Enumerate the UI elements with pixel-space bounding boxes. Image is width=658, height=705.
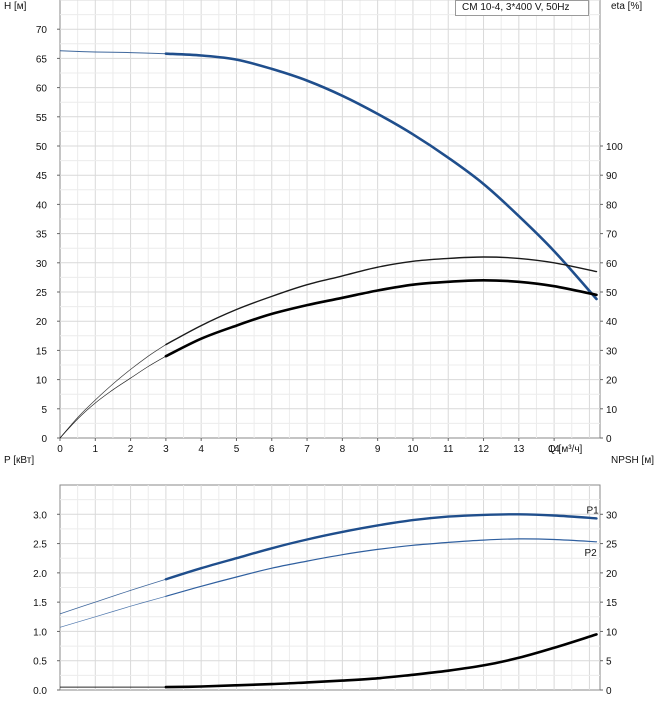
y2-tick-label: 80 <box>606 200 618 211</box>
p-tick-label: 2.0 <box>33 569 47 580</box>
npsh-axis-title: NPSH [м] <box>611 455 654 466</box>
y2-tick-label: 10 <box>606 405 618 416</box>
npsh-tick-label: 25 <box>606 540 618 551</box>
npsh-tick-label: 30 <box>606 510 618 521</box>
y2-tick-label: 50 <box>606 288 618 299</box>
x-tick-label: 7 <box>304 444 310 455</box>
curve-h <box>164 52 598 301</box>
x-tick-label: 5 <box>234 444 240 455</box>
y-tick-label: 45 <box>36 171 48 182</box>
series-label-p2: P2 <box>584 548 597 559</box>
x-tick-label: 9 <box>375 444 381 455</box>
p-axis-title: P [кВт] <box>4 455 34 466</box>
x-tick-label: 3 <box>163 444 169 455</box>
x-tick-label: 0 <box>57 444 63 455</box>
curve-p2 <box>165 538 598 597</box>
y2-tick-label: 40 <box>606 317 618 328</box>
y2-tick-label: 70 <box>606 230 618 241</box>
x-tick-label: 4 <box>198 444 204 455</box>
p-tick-label: 1.5 <box>33 598 47 609</box>
p-tick-label: 3.0 <box>33 510 47 521</box>
x-axis-title: Q [м³/ч] <box>548 444 583 455</box>
y-tick-label: 0 <box>41 434 47 445</box>
x-tick-label: 8 <box>340 444 346 455</box>
x-tick-label: 12 <box>478 444 490 455</box>
curve-eta_total-extension <box>59 355 167 439</box>
y-tick-label: 50 <box>36 142 48 153</box>
y-tick-label: 55 <box>36 113 48 124</box>
curve-p1-extension <box>59 578 167 615</box>
x-tick-label: 14 <box>549 444 561 455</box>
y2-tick-label: 100 <box>606 142 623 153</box>
y2-tick-label: 90 <box>606 171 618 182</box>
y-tick-label: 5 <box>41 405 47 416</box>
curve-eta_total <box>164 278 598 358</box>
curve-eta_pump <box>165 256 598 346</box>
curve-npsh <box>164 633 598 689</box>
x-tick-label: 11 <box>443 444 454 455</box>
curve-p1 <box>164 513 598 581</box>
npsh-tick-label: 20 <box>606 569 618 580</box>
y-tick-label: 65 <box>36 54 48 65</box>
y-tick-label: 40 <box>36 200 48 211</box>
y2-tick-label: 60 <box>606 259 618 270</box>
y2-tick-label: 0 <box>606 434 612 445</box>
x-tick-label: 6 <box>269 444 275 455</box>
npsh-tick-label: 5 <box>606 657 612 668</box>
y-tick-label: 15 <box>36 346 48 357</box>
chart-title-box: CM 10-4, 3*400 V, 50Hz <box>455 0 589 16</box>
npsh-tick-label: 0 <box>606 686 612 697</box>
x-tick-label: 1 <box>93 444 99 455</box>
p-tick-label: 0.5 <box>33 657 47 668</box>
series-label-p1: P1 <box>586 505 599 516</box>
y-tick-label: 30 <box>36 259 48 270</box>
x-tick-label: 13 <box>513 444 525 455</box>
x-tick-label: 10 <box>407 444 419 455</box>
npsh-tick-label: 15 <box>606 598 618 609</box>
y2-axis-title: eta [%] <box>611 1 642 12</box>
p-tick-label: 2.5 <box>33 540 47 551</box>
curve-p2-extension <box>59 595 166 628</box>
y2-tick-label: 20 <box>606 376 618 387</box>
x-tick-label: 2 <box>128 444 134 455</box>
y-axis-title: H [м] <box>4 1 27 12</box>
p-tick-label: 1.0 <box>33 627 47 638</box>
y-tick-label: 35 <box>36 230 48 241</box>
y-tick-label: 10 <box>36 376 48 387</box>
y-tick-label: 20 <box>36 317 48 328</box>
y-tick-label: 60 <box>36 84 48 95</box>
p-tick-label: 0.0 <box>33 686 47 697</box>
y-tick-label: 25 <box>36 288 48 299</box>
y2-tick-label: 30 <box>606 346 618 357</box>
y-tick-label: 70 <box>36 25 48 36</box>
curve-eta_pump-extension <box>59 344 167 439</box>
npsh-tick-label: 10 <box>606 627 618 638</box>
curve-h-extension <box>59 50 166 55</box>
